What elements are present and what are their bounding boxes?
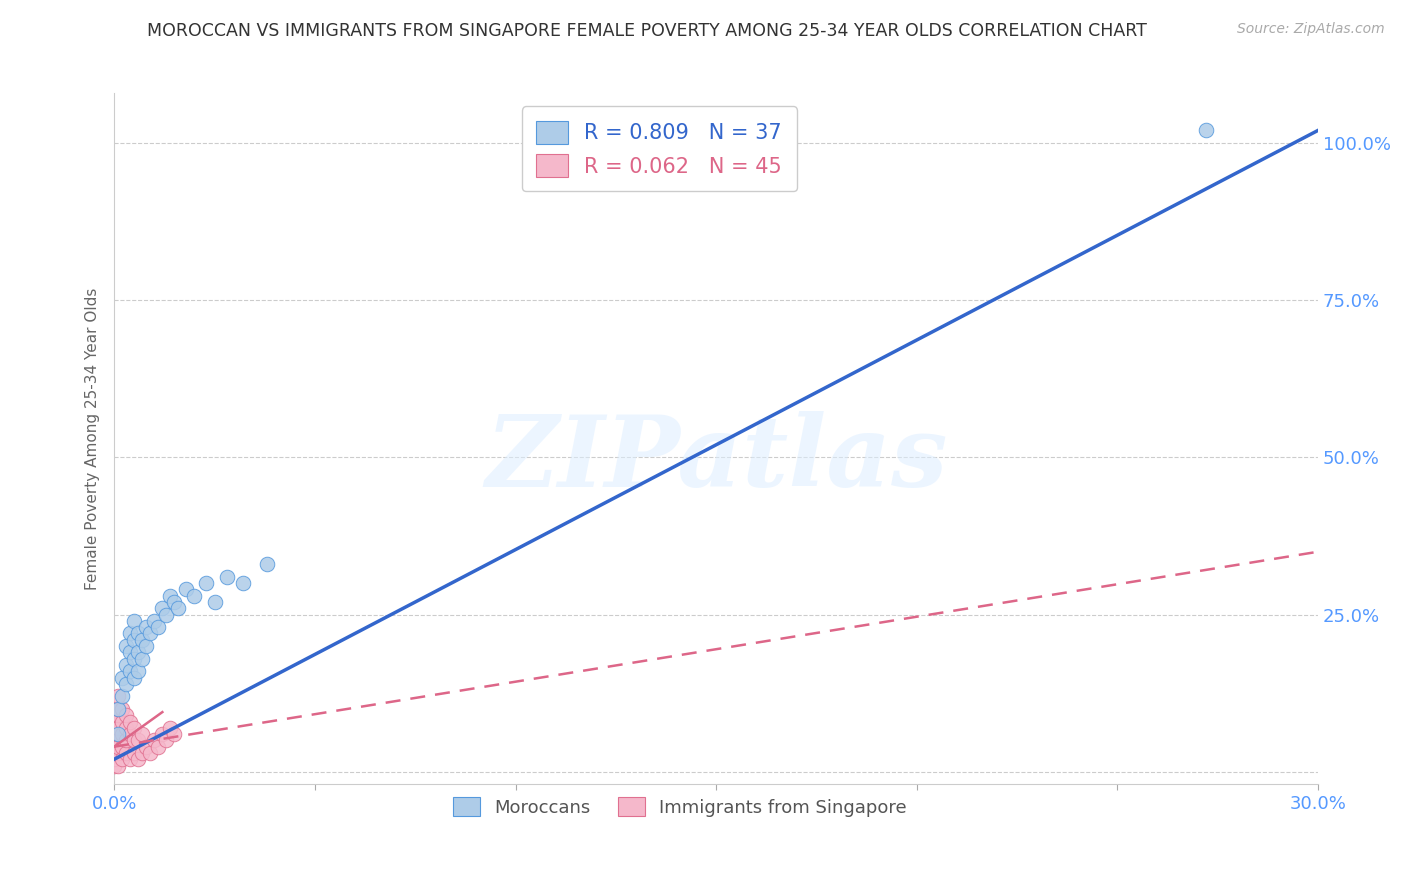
- Point: [115, 746, 138, 760]
- Point: [135, 620, 157, 634]
- Point: [103, 746, 125, 760]
- Point: [107, 690, 129, 704]
- Point: [103, 758, 125, 772]
- Point: [127, 645, 149, 659]
- Point: [111, 690, 134, 704]
- Point: [111, 752, 134, 766]
- Point: [127, 626, 149, 640]
- Point: [111, 727, 134, 741]
- Point: [159, 589, 181, 603]
- Point: [122, 746, 145, 760]
- Point: [120, 727, 142, 741]
- Point: [111, 739, 134, 754]
- Point: [139, 746, 162, 760]
- Point: [176, 582, 198, 597]
- Point: [127, 664, 149, 678]
- Point: [107, 727, 129, 741]
- Point: [256, 558, 278, 572]
- Point: [150, 727, 173, 741]
- Point: [131, 632, 153, 647]
- Point: [107, 702, 129, 716]
- Point: [183, 589, 205, 603]
- Point: [115, 657, 138, 672]
- Point: [103, 739, 125, 754]
- Point: [127, 733, 149, 747]
- Point: [155, 607, 177, 622]
- Point: [122, 614, 145, 628]
- Point: [204, 595, 226, 609]
- Point: [135, 739, 157, 754]
- Point: [167, 601, 190, 615]
- Point: [107, 739, 129, 754]
- Point: [111, 702, 134, 716]
- Point: [163, 595, 186, 609]
- Point: [120, 714, 142, 729]
- Point: [143, 733, 166, 747]
- Point: [127, 752, 149, 766]
- Point: [122, 632, 145, 647]
- Point: [107, 708, 129, 723]
- Point: [103, 702, 125, 716]
- Point: [131, 651, 153, 665]
- Text: Source: ZipAtlas.com: Source: ZipAtlas.com: [1237, 22, 1385, 37]
- Point: [155, 733, 177, 747]
- Point: [122, 651, 145, 665]
- Point: [107, 758, 129, 772]
- Point: [120, 664, 142, 678]
- Point: [131, 727, 153, 741]
- Point: [115, 708, 138, 723]
- Point: [111, 714, 134, 729]
- Point: [122, 671, 145, 685]
- Point: [111, 671, 134, 685]
- Point: [107, 727, 129, 741]
- Point: [215, 570, 238, 584]
- Point: [115, 639, 138, 653]
- Point: [148, 739, 170, 754]
- Point: [107, 721, 129, 735]
- Point: [143, 614, 166, 628]
- Point: [195, 576, 218, 591]
- Point: [115, 677, 138, 691]
- Point: [107, 746, 129, 760]
- Point: [103, 708, 125, 723]
- Text: ZIPatlas: ZIPatlas: [485, 411, 948, 508]
- Point: [103, 721, 125, 735]
- Point: [131, 746, 153, 760]
- Y-axis label: Female Poverty Among 25-34 Year Olds: Female Poverty Among 25-34 Year Olds: [86, 287, 100, 590]
- Point: [163, 727, 186, 741]
- Point: [232, 576, 254, 591]
- Text: MOROCCAN VS IMMIGRANTS FROM SINGAPORE FEMALE POVERTY AMONG 25-34 YEAR OLDS CORRE: MOROCCAN VS IMMIGRANTS FROM SINGAPORE FE…: [146, 22, 1147, 40]
- Point: [103, 733, 125, 747]
- Point: [120, 626, 142, 640]
- Point: [120, 645, 142, 659]
- Point: [115, 721, 138, 735]
- Point: [159, 721, 181, 735]
- Point: [103, 752, 125, 766]
- Point: [107, 702, 129, 716]
- Point: [122, 733, 145, 747]
- Point: [115, 733, 138, 747]
- Point: [148, 620, 170, 634]
- Legend: Moroccans, Immigrants from Singapore: Moroccans, Immigrants from Singapore: [446, 789, 914, 824]
- Point: [1195, 123, 1218, 137]
- Point: [103, 714, 125, 729]
- Point: [135, 639, 157, 653]
- Point: [150, 601, 173, 615]
- Point: [122, 721, 145, 735]
- Point: [120, 752, 142, 766]
- Point: [103, 727, 125, 741]
- Point: [139, 626, 162, 640]
